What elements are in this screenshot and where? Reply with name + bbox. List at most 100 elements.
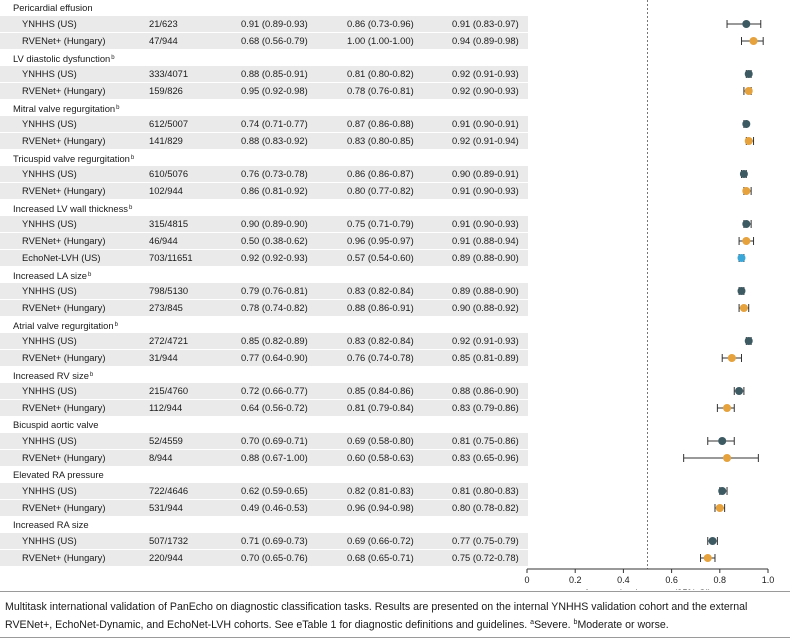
- cohort-cell: RVENet+ (Hungary): [22, 35, 106, 46]
- cohort-cell: RVENet+ (Hungary): [22, 302, 106, 313]
- auc-cell: 0.91 (0.88-0.94): [452, 235, 519, 246]
- cohort-cell: RVENet+ (Hungary): [22, 85, 106, 96]
- table-row: RVENet+ (Hungary) 141/829 0.88 (0.83-0.92)…: [0, 133, 528, 150]
- sensitivity-cell: 0.90 (0.89-0.90): [241, 218, 308, 229]
- specificity-cell: 0.76 (0.74-0.78): [347, 352, 414, 363]
- task-footnote-mark: b: [88, 272, 92, 278]
- footnote-a-mark: a: [530, 619, 535, 626]
- specificity-cell: 0.83 (0.82-0.84): [347, 335, 414, 346]
- task-footnote-mark: b: [130, 155, 135, 161]
- task-name: Increased LA size: [13, 270, 88, 281]
- cases-cell: 272/4721: [149, 335, 189, 346]
- specificity-cell: 0.57 (0.54-0.60): [347, 252, 414, 263]
- table-row: RVENet+ (Hungary) 102/944 0.86 (0.81-0.92)…: [0, 183, 528, 200]
- sensitivity-cell: 0.88 (0.67-1.00): [241, 452, 308, 463]
- cohort-cell: EchoNet-LVH (US): [22, 252, 101, 263]
- cases-cell: 31/944: [149, 352, 178, 363]
- footnote-a-text: Severe.: [534, 619, 574, 631]
- cases-cell: 333/4071: [149, 68, 189, 79]
- sensitivity-cell: 0.62 (0.59-0.65): [241, 485, 308, 496]
- caption-bottom-rule: [0, 637, 790, 638]
- cohort-cell: RVENet+ (Hungary): [22, 402, 106, 413]
- cases-cell: 703/11651: [149, 252, 193, 263]
- cases-cell: 612/5007: [149, 118, 189, 129]
- sensitivity-cell: 0.70 (0.65-0.76): [241, 552, 308, 563]
- table-row: YNHHS (US) 215/4760 0.72 (0.66-0.77) 0.85 (…: [0, 383, 528, 400]
- specificity-cell: 0.81 (0.79-0.84): [347, 402, 414, 413]
- cases-cell: 610/5076: [149, 168, 189, 179]
- cohort-cell: YNHHS (US): [22, 218, 77, 229]
- specificity-cell: 0.87 (0.86-0.88): [347, 118, 414, 129]
- table-row: RVENet+ (Hungary) 159/826 0.95 (0.92-0.98)…: [0, 83, 528, 100]
- auc-cell: 0.81 (0.80-0.83): [452, 485, 519, 496]
- specificity-cell: 0.69 (0.66-0.72): [347, 535, 414, 546]
- cases-cell: 102/944: [149, 185, 183, 196]
- cohort-cell: YNHHS (US): [22, 435, 77, 446]
- auc-point: [739, 170, 748, 178]
- auc-point: [749, 37, 758, 45]
- sensitivity-cell: 0.77 (0.64-0.90): [241, 352, 308, 363]
- sensitivity-cell: 0.72 (0.66-0.77): [241, 385, 308, 396]
- x-tick-label: 0.8: [714, 575, 727, 585]
- cases-cell: 798/5130: [149, 285, 189, 296]
- sensitivity-cell: 0.49 (0.46-0.53): [241, 502, 308, 513]
- specificity-cell: 1.00 (1.00-1.00): [347, 35, 414, 46]
- cohort-cell: YNHHS (US): [22, 118, 77, 129]
- auc-cell: 0.94 (0.89-0.98): [452, 35, 519, 46]
- table-row: RVENet+ (Hungary) 47/944 0.68 (0.56-0.79) 1…: [0, 33, 528, 50]
- task-footnote-mark: b: [114, 322, 118, 328]
- sensitivity-cell: 0.88 (0.83-0.92): [241, 135, 308, 146]
- specificity-cell: 0.82 (0.81-0.83): [347, 485, 414, 496]
- specificity-cell: 0.83 (0.80-0.85): [347, 135, 414, 146]
- task-name: Atrial valve regurgitation: [13, 320, 114, 331]
- auc-cell: 0.75 (0.72-0.78): [452, 552, 519, 563]
- auc-point: [703, 554, 712, 562]
- auc-point: [742, 187, 751, 195]
- task-footnote-mark: b: [129, 205, 133, 211]
- footnote-b-mark: b: [573, 619, 578, 626]
- sensitivity-cell: 0.92 (0.92-0.93): [241, 252, 308, 263]
- specificity-cell: 0.80 (0.77-0.82): [347, 185, 414, 196]
- auc-point: [715, 504, 724, 512]
- auc-point: [742, 120, 751, 128]
- cases-cell: 531/944: [149, 502, 183, 513]
- specificity-cell: 0.96 (0.95-0.97): [347, 235, 414, 246]
- auc-point: [744, 70, 753, 78]
- cohort-cell: RVENet+ (Hungary): [22, 185, 106, 196]
- auc-cell: 0.81 (0.75-0.86): [452, 435, 519, 446]
- auc-cell: 0.91 (0.90-0.91): [452, 118, 519, 129]
- cases-cell: 507/1732: [149, 535, 189, 546]
- cases-cell: 47/944: [149, 35, 178, 46]
- task-name: Tricuspid valve regurgitation: [13, 153, 130, 164]
- auc-point: [737, 254, 746, 262]
- auc-point: [718, 437, 727, 445]
- table-row: YNHHS (US) 333/4071 0.88 (0.85-0.91) 0.81 (…: [0, 66, 528, 83]
- cases-cell: 159/826: [149, 85, 183, 96]
- cohort-cell: RVENet+ (Hungary): [22, 352, 106, 363]
- auc-point: [723, 404, 732, 412]
- caption-top-rule: [0, 591, 790, 592]
- specificity-cell: 0.81 (0.80-0.82): [347, 68, 414, 79]
- sensitivity-cell: 0.50 (0.38-0.62): [241, 235, 308, 246]
- table-row: YNHHS (US) 798/5130 0.79 (0.76-0.81) 0.83 (…: [0, 283, 528, 300]
- specificity-cell: 0.86 (0.86-0.87): [347, 168, 414, 179]
- figure-caption: Multitask international validation of Pa…: [5, 599, 787, 633]
- task-name: Elevated RA pressure: [13, 469, 104, 480]
- auc-point: [744, 337, 753, 345]
- cohort-cell: YNHHS (US): [22, 335, 77, 346]
- auc-point: [737, 287, 746, 295]
- specificity-cell: 0.86 (0.73-0.96): [347, 18, 414, 29]
- cohort-cell: RVENet+ (Hungary): [22, 135, 106, 146]
- table-row: YNHHS (US) 612/5007 0.74 (0.71-0.77) 0.87 (…: [0, 116, 528, 133]
- cases-cell: 52/4559: [149, 435, 183, 446]
- cohort-cell: RVENet+ (Hungary): [22, 452, 106, 463]
- sensitivity-cell: 0.64 (0.56-0.72): [241, 402, 308, 413]
- task-name: LV diastolic dysfunction: [13, 53, 111, 64]
- caption-text: Multitask international validation of Pa…: [5, 601, 748, 631]
- sensitivity-cell: 0.71 (0.69-0.73): [241, 535, 308, 546]
- task-footnote-mark: b: [111, 55, 115, 61]
- cohort-cell: YNHHS (US): [22, 485, 77, 496]
- specificity-cell: 0.69 (0.58-0.80): [347, 435, 414, 446]
- specificity-cell: 0.78 (0.76-0.81): [347, 85, 414, 96]
- table-row: YNHHS (US) 52/4559 0.70 (0.69-0.71) 0.69 (0…: [0, 433, 528, 450]
